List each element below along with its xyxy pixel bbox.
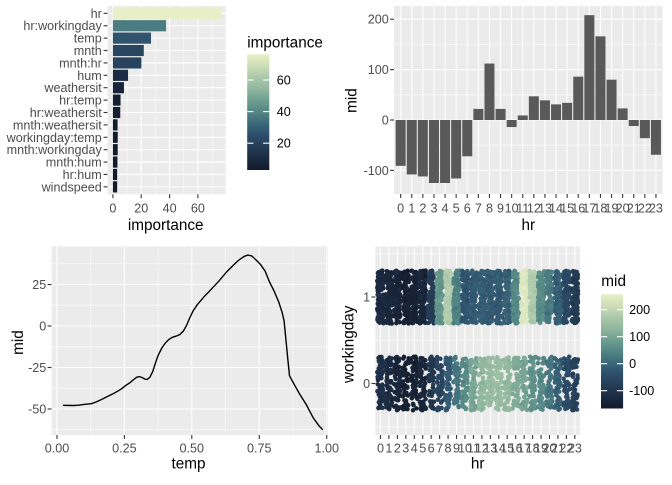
svg-text:17: 17	[582, 202, 596, 216]
svg-text:-50: -50	[28, 403, 46, 417]
svg-text:temp: temp	[74, 32, 102, 46]
svg-text:23: 23	[649, 202, 663, 216]
svg-text:0.00: 0.00	[45, 441, 70, 455]
svg-text:20: 20	[134, 202, 148, 216]
svg-text:0: 0	[397, 202, 404, 216]
svg-text:200: 200	[368, 13, 389, 27]
svg-text:10: 10	[505, 202, 519, 216]
svg-text:15: 15	[500, 441, 514, 455]
svg-text:8: 8	[486, 202, 493, 216]
svg-text:importance: importance	[247, 34, 323, 51]
svg-text:100: 100	[368, 63, 389, 77]
svg-text:5: 5	[453, 202, 460, 216]
svg-text:0: 0	[39, 320, 46, 334]
svg-text:13: 13	[483, 441, 497, 455]
svg-text:2: 2	[419, 202, 426, 216]
svg-text:hr: hr	[91, 7, 102, 21]
svg-text:mnth:weathersit: mnth:weathersit	[13, 118, 102, 132]
svg-text:19: 19	[534, 441, 548, 455]
svg-text:40: 40	[163, 202, 177, 216]
svg-text:temp: temp	[171, 456, 205, 473]
svg-text:3: 3	[402, 441, 409, 455]
svg-text:1.00: 1.00	[314, 441, 339, 455]
svg-text:9: 9	[497, 202, 504, 216]
svg-text:0: 0	[377, 441, 384, 455]
svg-text:hr:hum: hr:hum	[63, 168, 102, 182]
svg-text:0: 0	[382, 114, 389, 128]
svg-text:hr:temp: hr:temp	[59, 94, 102, 108]
svg-text:hr: hr	[471, 456, 485, 473]
svg-text:21: 21	[627, 202, 641, 216]
svg-text:16: 16	[509, 441, 523, 455]
svg-text:windspeed: windspeed	[41, 180, 102, 194]
svg-text:4: 4	[442, 202, 449, 216]
svg-text:mid: mid	[344, 88, 361, 113]
svg-text:8: 8	[445, 441, 452, 455]
svg-text:7: 7	[475, 202, 482, 216]
svg-text:13: 13	[538, 202, 552, 216]
svg-text:1: 1	[408, 202, 415, 216]
svg-text:10: 10	[458, 441, 472, 455]
svg-text:2: 2	[394, 441, 401, 455]
svg-text:3: 3	[430, 202, 437, 216]
svg-text:6: 6	[464, 202, 471, 216]
svg-text:workingday:temp: workingday:temp	[6, 131, 102, 145]
svg-text:4: 4	[411, 441, 418, 455]
svg-text:100: 100	[629, 330, 650, 344]
svg-text:hr:weathersit: hr:weathersit	[30, 106, 103, 120]
svg-text:18: 18	[526, 441, 540, 455]
svg-text:7: 7	[436, 441, 443, 455]
svg-text:mnth:hr: mnth:hr	[59, 56, 102, 70]
svg-text:11: 11	[516, 202, 529, 216]
svg-text:19: 19	[605, 202, 619, 216]
svg-text:0: 0	[109, 202, 116, 216]
svg-text:1: 1	[385, 441, 392, 455]
svg-text:6: 6	[428, 441, 435, 455]
svg-text:mid: mid	[10, 330, 27, 355]
svg-text:1: 1	[363, 291, 370, 305]
svg-text:60: 60	[277, 74, 291, 88]
svg-text:20: 20	[277, 137, 291, 151]
svg-text:0.75: 0.75	[247, 441, 272, 455]
svg-text:12: 12	[475, 441, 489, 455]
svg-text:0.25: 0.25	[112, 441, 137, 455]
svg-text:18: 18	[593, 202, 607, 216]
svg-text:hr: hr	[521, 217, 535, 234]
svg-text:25: 25	[32, 278, 46, 292]
svg-text:20: 20	[542, 441, 556, 455]
svg-text:16: 16	[571, 202, 585, 216]
svg-text:20: 20	[616, 202, 630, 216]
svg-text:mnth:hum: mnth:hum	[46, 156, 102, 170]
svg-text:workingday: workingday	[341, 305, 358, 384]
svg-text:-25: -25	[28, 361, 46, 375]
svg-text:0.50: 0.50	[180, 441, 205, 455]
svg-text:17: 17	[517, 441, 531, 455]
svg-text:-100: -100	[629, 384, 654, 398]
svg-text:14: 14	[549, 202, 563, 216]
svg-text:9: 9	[453, 441, 460, 455]
svg-text:importance: importance	[128, 217, 204, 234]
svg-text:hum: hum	[77, 69, 102, 83]
svg-text:11: 11	[467, 441, 480, 455]
svg-text:60: 60	[191, 202, 205, 216]
svg-text:23: 23	[568, 441, 582, 455]
svg-text:15: 15	[560, 202, 574, 216]
svg-text:hr:workingday: hr:workingday	[23, 19, 102, 33]
svg-text:200: 200	[629, 303, 650, 317]
svg-text:mnth:workingday: mnth:workingday	[7, 143, 103, 157]
svg-text:0: 0	[363, 377, 370, 391]
svg-text:22: 22	[559, 441, 573, 455]
svg-text:21: 21	[551, 441, 565, 455]
svg-text:5: 5	[419, 441, 426, 455]
svg-text:mnth: mnth	[74, 44, 102, 58]
svg-text:mid: mid	[601, 273, 626, 290]
svg-text:0: 0	[629, 357, 636, 371]
svg-text:-100: -100	[364, 164, 389, 178]
svg-text:weathersit: weathersit	[43, 81, 102, 95]
svg-text:22: 22	[638, 202, 652, 216]
svg-text:12: 12	[527, 202, 541, 216]
svg-text:40: 40	[277, 105, 291, 119]
svg-text:14: 14	[492, 441, 506, 455]
